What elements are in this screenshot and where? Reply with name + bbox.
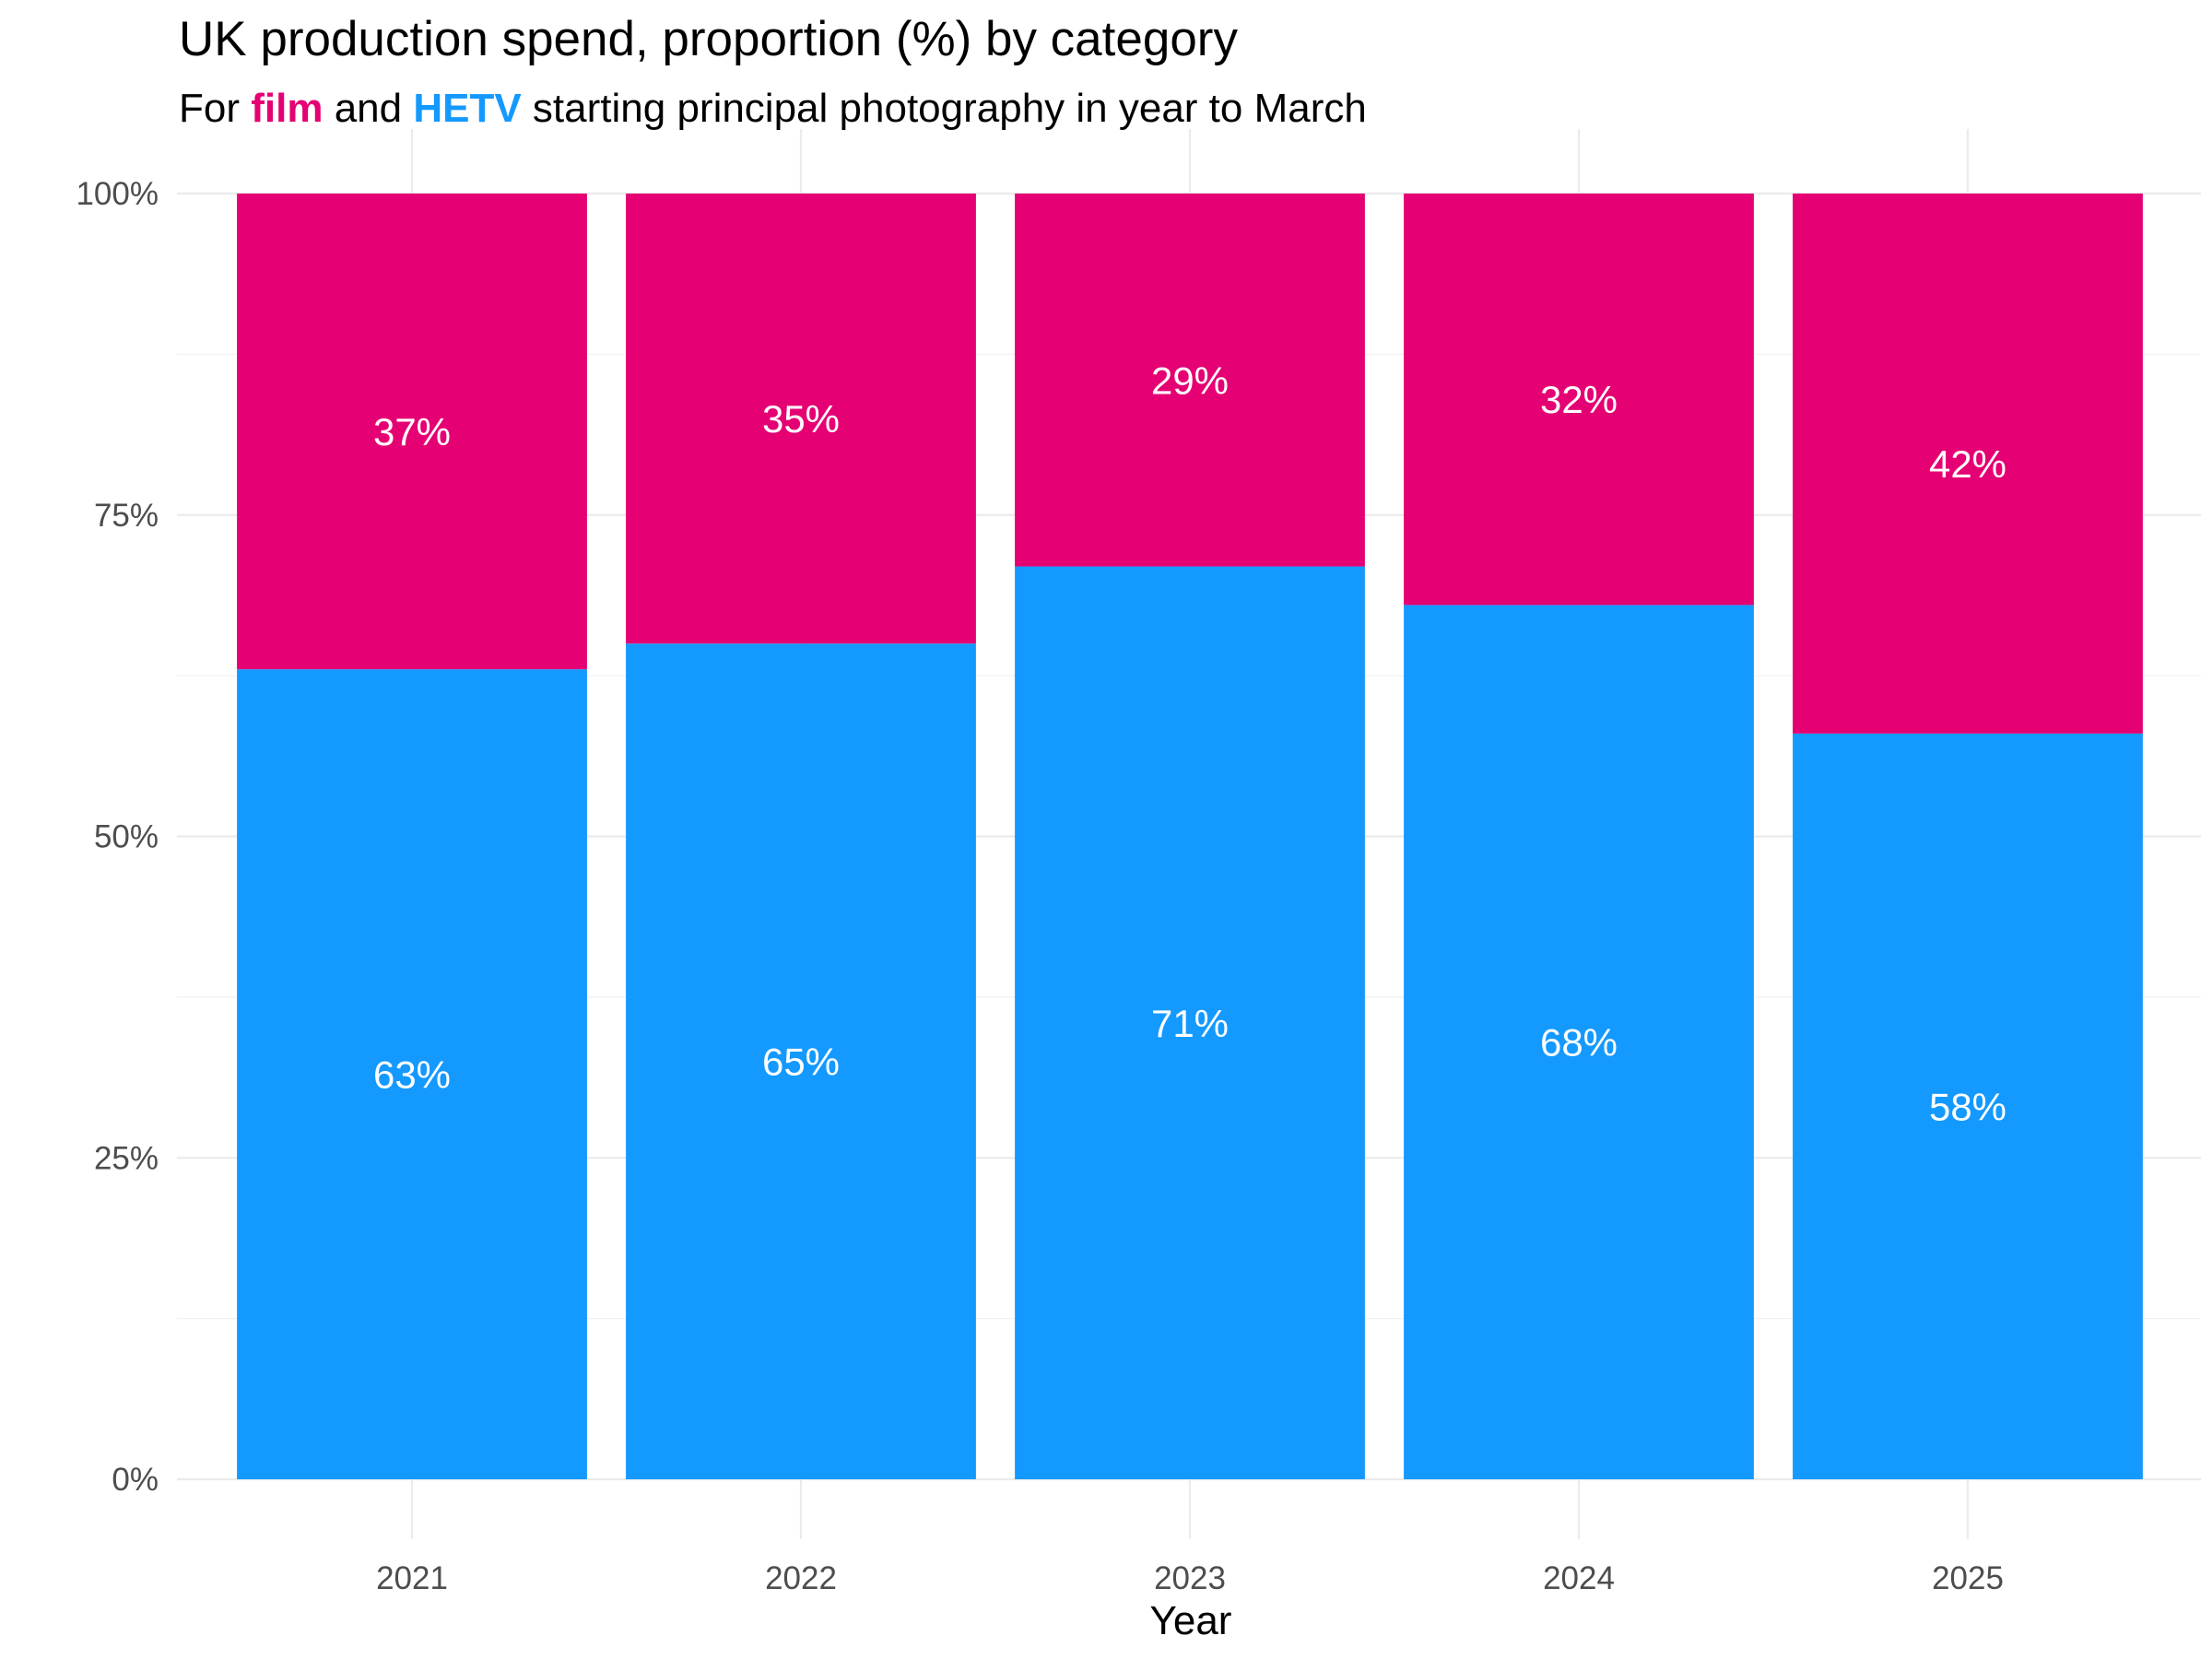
bar-film-2025 <box>1793 194 2143 734</box>
bar-labels: 63% 37% 65% 35% 71% 29% 68% 32% 58% 42% <box>373 359 2006 1128</box>
bar-hetv-2023 <box>1015 566 1365 1479</box>
bar-hetv-2025 <box>1793 733 2143 1479</box>
subtitle-middle: and <box>323 86 413 131</box>
bar-film-2021 <box>237 194 587 670</box>
bar-label-hetv-2022: 65% <box>762 1041 840 1084</box>
x-tick-label: 2022 <box>765 1560 837 1596</box>
y-tick-label: 0% <box>112 1462 159 1498</box>
y-tick-label: 75% <box>94 498 159 534</box>
bar-label-film-2024: 32% <box>1540 378 1618 421</box>
bars <box>237 194 2143 1479</box>
bar-film-2022 <box>626 194 976 644</box>
y-tick-label: 25% <box>94 1140 159 1176</box>
x-axis-ticks: 2021 2022 2023 2024 2025 <box>376 1560 2004 1596</box>
subtitle-suffix: starting principal photography in year t… <box>522 86 1367 131</box>
bar-label-film-2023: 29% <box>1151 359 1229 402</box>
subtitle-hetv: HETV <box>413 86 522 131</box>
x-tick-label: 2024 <box>1543 1560 1615 1596</box>
x-tick-label: 2025 <box>1932 1560 2004 1596</box>
bar-label-film-2025: 42% <box>1929 442 2006 486</box>
x-tick-label: 2021 <box>376 1560 448 1596</box>
bar-hetv-2021 <box>237 669 587 1479</box>
subtitle-prefix: For <box>179 86 251 131</box>
bar-film-2023 <box>1015 194 1365 567</box>
bar-film-2024 <box>1404 194 1754 606</box>
bar-label-film-2021: 37% <box>373 410 451 453</box>
bar-hetv-2024 <box>1404 605 1754 1479</box>
y-axis-ticks: 0% 25% 50% 75% 100% <box>76 176 159 1498</box>
y-tick-label: 50% <box>94 819 159 855</box>
bar-label-hetv-2023: 71% <box>1151 1002 1229 1045</box>
subtitle-film: film <box>251 86 323 131</box>
chart-subtitle: For film and HETV starting principal pho… <box>179 86 1367 131</box>
bar-hetv-2022 <box>626 643 976 1479</box>
y-tick-label: 100% <box>76 176 159 212</box>
x-axis-title: Year <box>1150 1598 1232 1643</box>
bar-label-hetv-2021: 63% <box>373 1053 451 1097</box>
bar-label-hetv-2024: 68% <box>1540 1021 1618 1065</box>
bar-label-film-2022: 35% <box>762 397 840 441</box>
x-tick-label: 2023 <box>1154 1560 1226 1596</box>
chart-title: UK production spend, proportion (%) by c… <box>179 12 1238 66</box>
bar-label-hetv-2025: 58% <box>1929 1085 2006 1128</box>
